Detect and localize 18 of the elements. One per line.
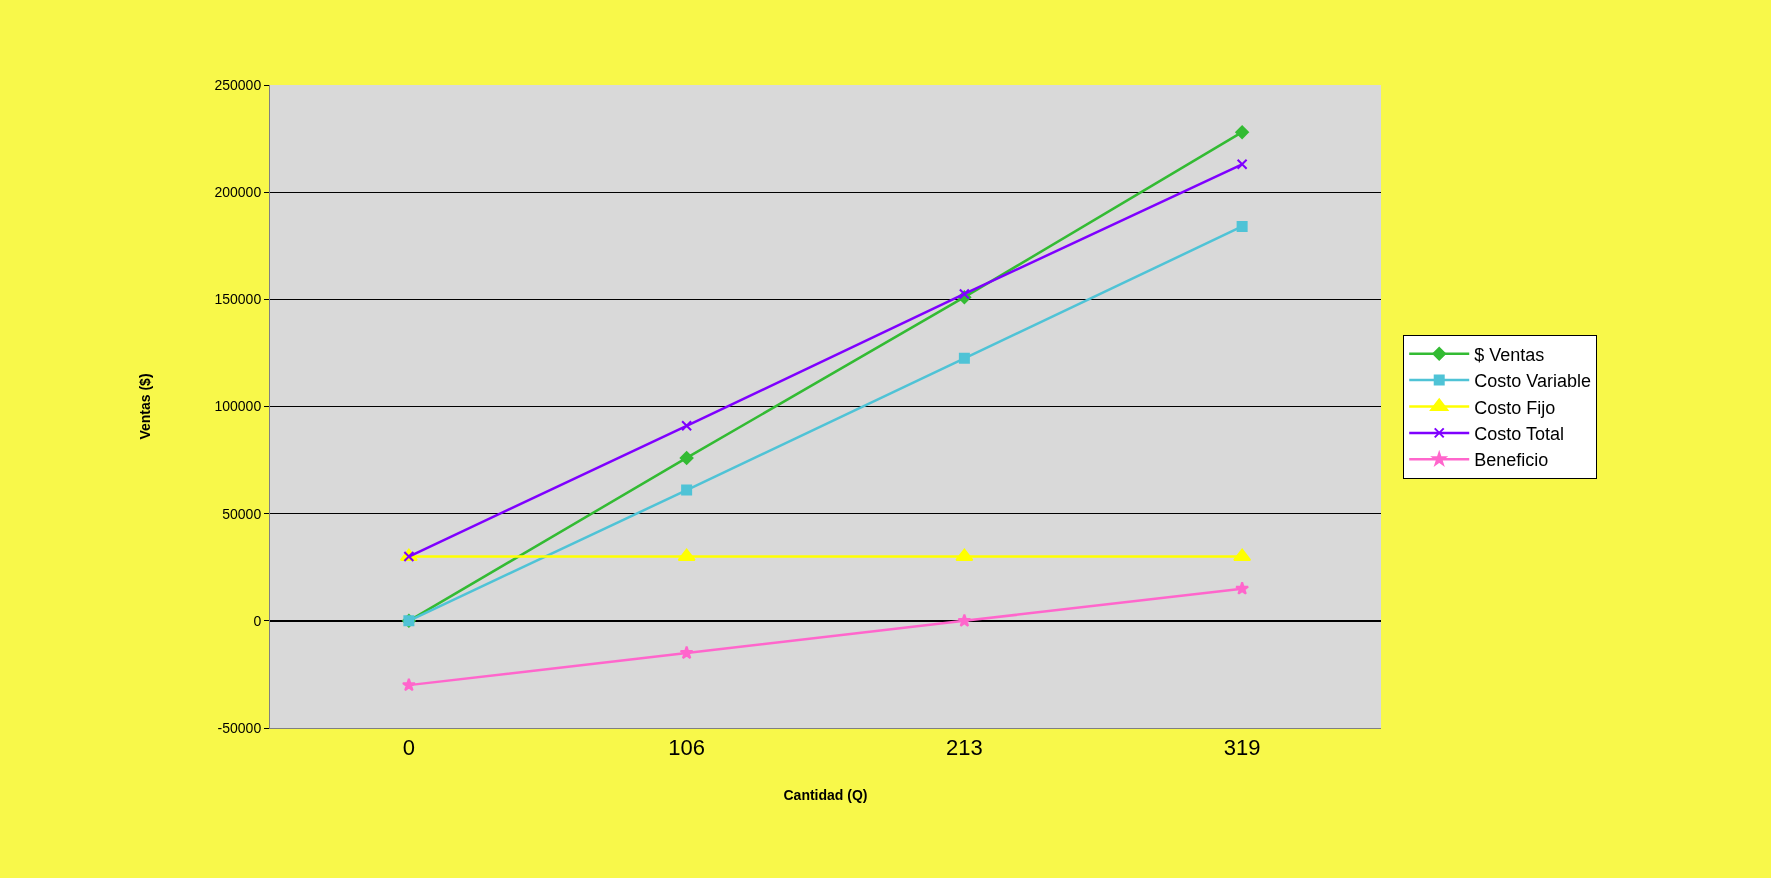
legend-label: Beneficio <box>1474 450 1549 471</box>
y-tick-label: 150000 <box>214 291 262 308</box>
x-axis-title: Cantidad (Q) <box>783 786 868 803</box>
y-tick-label: -50000 <box>217 719 262 736</box>
legend-label: $ Ventas <box>1474 344 1545 365</box>
y-axis-title: Ventas ($) <box>137 373 154 440</box>
x-tick-label: 319 <box>1223 735 1261 761</box>
y-tick-label: 100000 <box>214 398 262 415</box>
legend-label: Costo Variable <box>1474 371 1591 392</box>
y-tick-label: 0 <box>253 612 262 629</box>
y-tick-label: 200000 <box>214 184 262 201</box>
x-tick-label: 213 <box>946 735 983 761</box>
x-tick-label: 0 <box>402 735 416 761</box>
legend-label: Costo Total <box>1474 423 1564 444</box>
x-tick-label: 106 <box>668 735 705 761</box>
legend-label: Costo Fijo <box>1474 397 1556 418</box>
y-tick-label: 250000 <box>214 76 262 93</box>
y-tick-label: 50000 <box>222 505 262 522</box>
